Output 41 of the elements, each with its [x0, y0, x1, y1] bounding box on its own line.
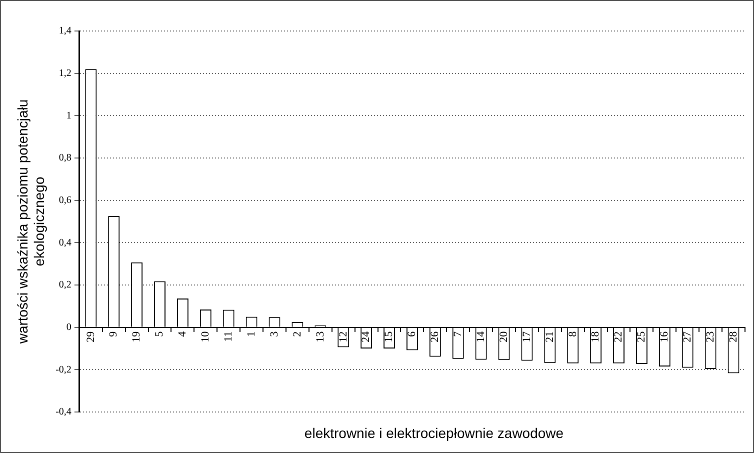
y-tick-label: 0: [66, 322, 72, 333]
x-tick-label: 19: [130, 330, 143, 342]
y-tick-label: 0,4: [58, 237, 72, 248]
x-tick-label: 21: [544, 331, 556, 342]
x-tick-label: 16: [658, 330, 671, 342]
x-tick-label: 1: [245, 331, 258, 337]
y-tick-label: 1,2: [58, 68, 72, 79]
x-tick-label: 23: [704, 330, 716, 342]
x-tick-label: 4: [176, 330, 189, 337]
x-tick-label: 6: [406, 330, 418, 337]
x-tick-label: 3: [268, 330, 280, 337]
x-tick-label: 24: [360, 330, 372, 342]
y-axis-title: wartości wskaźnika poziomu potencjału ekologicznego: [14, 99, 48, 345]
x-tick-label: 10: [200, 330, 212, 342]
x-tick-label: 22: [612, 331, 625, 342]
y-tick-label: 0,8: [58, 152, 72, 164]
x-tick-label: 25: [636, 330, 648, 342]
x-tick-label: 12: [337, 331, 350, 342]
x-tick-label: 5: [154, 330, 166, 337]
x-tick-label: 13: [314, 330, 326, 342]
y-tick-label: -0,4: [56, 406, 72, 418]
x-tick-label: 2: [291, 331, 304, 337]
y-tick-label: 0,2: [58, 280, 72, 291]
x-tick-label: 14: [474, 330, 487, 342]
x-tick-label: 26: [429, 330, 442, 342]
y-tick-label: 1,4: [58, 26, 72, 37]
x-tick-label: 27: [682, 330, 694, 342]
x-tick-label: 20: [498, 330, 510, 342]
x-tick-label: 9: [108, 330, 120, 337]
x-tick-label: 11: [222, 331, 234, 342]
y-tick-label: -0,2: [56, 364, 72, 376]
x-axis-title: elektrownie i elektrociepłownie zawodowe: [303, 425, 565, 441]
x-tick-label: 15: [383, 330, 396, 342]
y-tick-label: 0,6: [58, 194, 72, 206]
x-tick-label: 28: [727, 330, 740, 342]
y-tick-label: 1: [66, 110, 72, 122]
x-tick-label: 17: [520, 330, 533, 342]
x-tick-label: 8: [566, 330, 579, 337]
x-tick-label: 7: [452, 330, 464, 337]
x-tick-label: 29: [84, 330, 97, 342]
x-tick-label: 18: [590, 330, 602, 342]
